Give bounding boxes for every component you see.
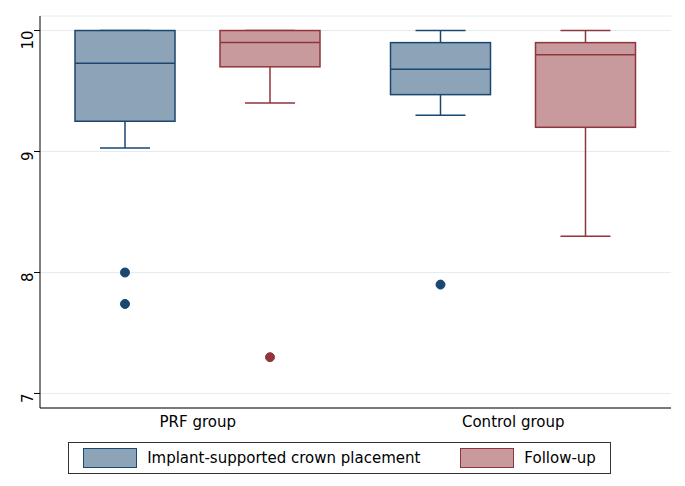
svg-text:PRF group: PRF group <box>160 413 236 431</box>
html-text:Implant-supported crown placem: Implant-supported crown placement <box>147 449 421 467</box>
svg-text:9: 9 <box>19 152 37 162</box>
svg-text:Control group: Control group <box>462 413 565 431</box>
svg-text:8: 8 <box>19 272 37 282</box>
html-text:Follow-up: Follow-up <box>524 449 596 467</box>
svg-text:7: 7 <box>19 393 37 403</box>
svg-text:10: 10 <box>19 31 37 50</box>
